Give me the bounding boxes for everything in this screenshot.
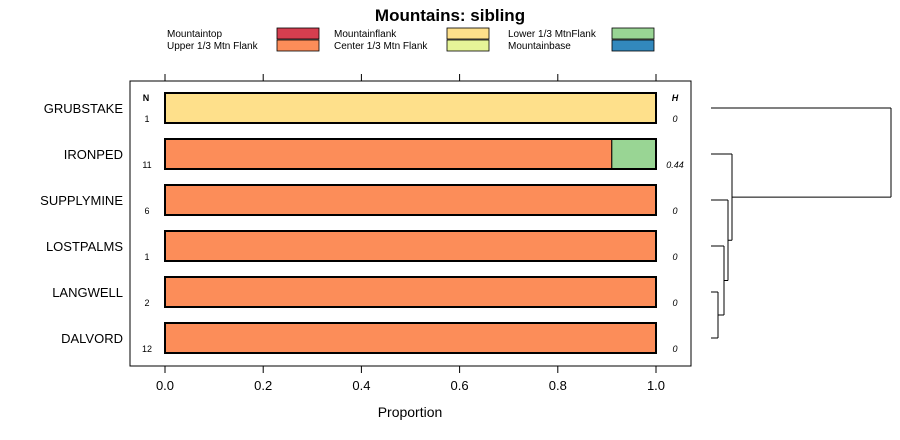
bar-outline [164,276,657,308]
x-tick-label: 0.4 [352,378,370,393]
row-labels: GRUBSTAKE 1 0 IRONPED 11 0.44 SUPPLYMINE 6 0 LOST… [40,101,684,354]
category-label: GRUBSTAKE [44,101,124,116]
n-value: 1 [144,114,149,124]
legend-swatch [611,39,655,52]
n-header: N [143,93,150,103]
h-value: 0 [672,344,677,354]
n-value: 6 [144,206,149,216]
legend-swatch [446,27,490,40]
bar-segment [164,230,657,262]
n-value: 1 [144,252,149,262]
n-value: 11 [142,160,151,170]
h-header: H [672,93,679,103]
x-axis-label: Proportion [378,404,443,420]
h-value: 0 [672,114,677,124]
h-value: 0 [672,206,677,216]
category-label: LOSTPALMS [46,239,123,254]
bar-segment [164,92,657,124]
bar-outline [164,184,657,216]
category-label: DALVORD [61,331,123,346]
legend-label: Upper 1/3 Mtn Flank [167,41,259,52]
n-value: 12 [142,344,152,354]
legend-label: Center 1/3 Mtn Flank [334,41,428,52]
legend-swatch [276,27,320,40]
bar-segment [164,322,657,354]
x-tick-label: 0.8 [549,378,567,393]
x-tick-label: 0.6 [451,378,469,393]
legend-swatch [611,27,655,40]
h-value: 0.44 [666,160,684,170]
bar-outline [164,230,657,262]
x-axis: 0.0 0.2 0.4 0.6 0.8 1.0 [156,74,665,393]
legend-label: Mountainflank [334,29,397,40]
category-label: SUPPLYMINE [40,193,123,208]
category-label: IRONPED [64,147,123,162]
bar-segment [164,276,657,308]
bars [164,92,657,354]
legend-label: Lower 1/3 MtnFlank [508,29,597,40]
bar-segment [164,184,657,216]
dendrogram [711,107,892,339]
h-value: 0 [672,298,677,308]
legend-label: Mountaintop [167,29,222,40]
legend-label: Mountainbase [508,41,571,52]
chart-title: Mountains: sibling [375,6,525,25]
bar-outline [164,322,657,354]
plot-frame [129,80,692,367]
legend-swatch [276,39,320,52]
bar-segment [164,138,613,170]
bar-segment [611,138,657,170]
x-tick-label: 0.0 [156,378,174,393]
category-label: LANGWELL [52,285,123,300]
n-value: 2 [144,298,149,308]
x-tick-label: 1.0 [647,378,665,393]
h-value: 0 [672,252,677,262]
bar-outline [164,138,657,170]
x-tick-label: 0.2 [254,378,272,393]
legend-swatch [446,39,490,52]
bar-outline [164,92,657,124]
